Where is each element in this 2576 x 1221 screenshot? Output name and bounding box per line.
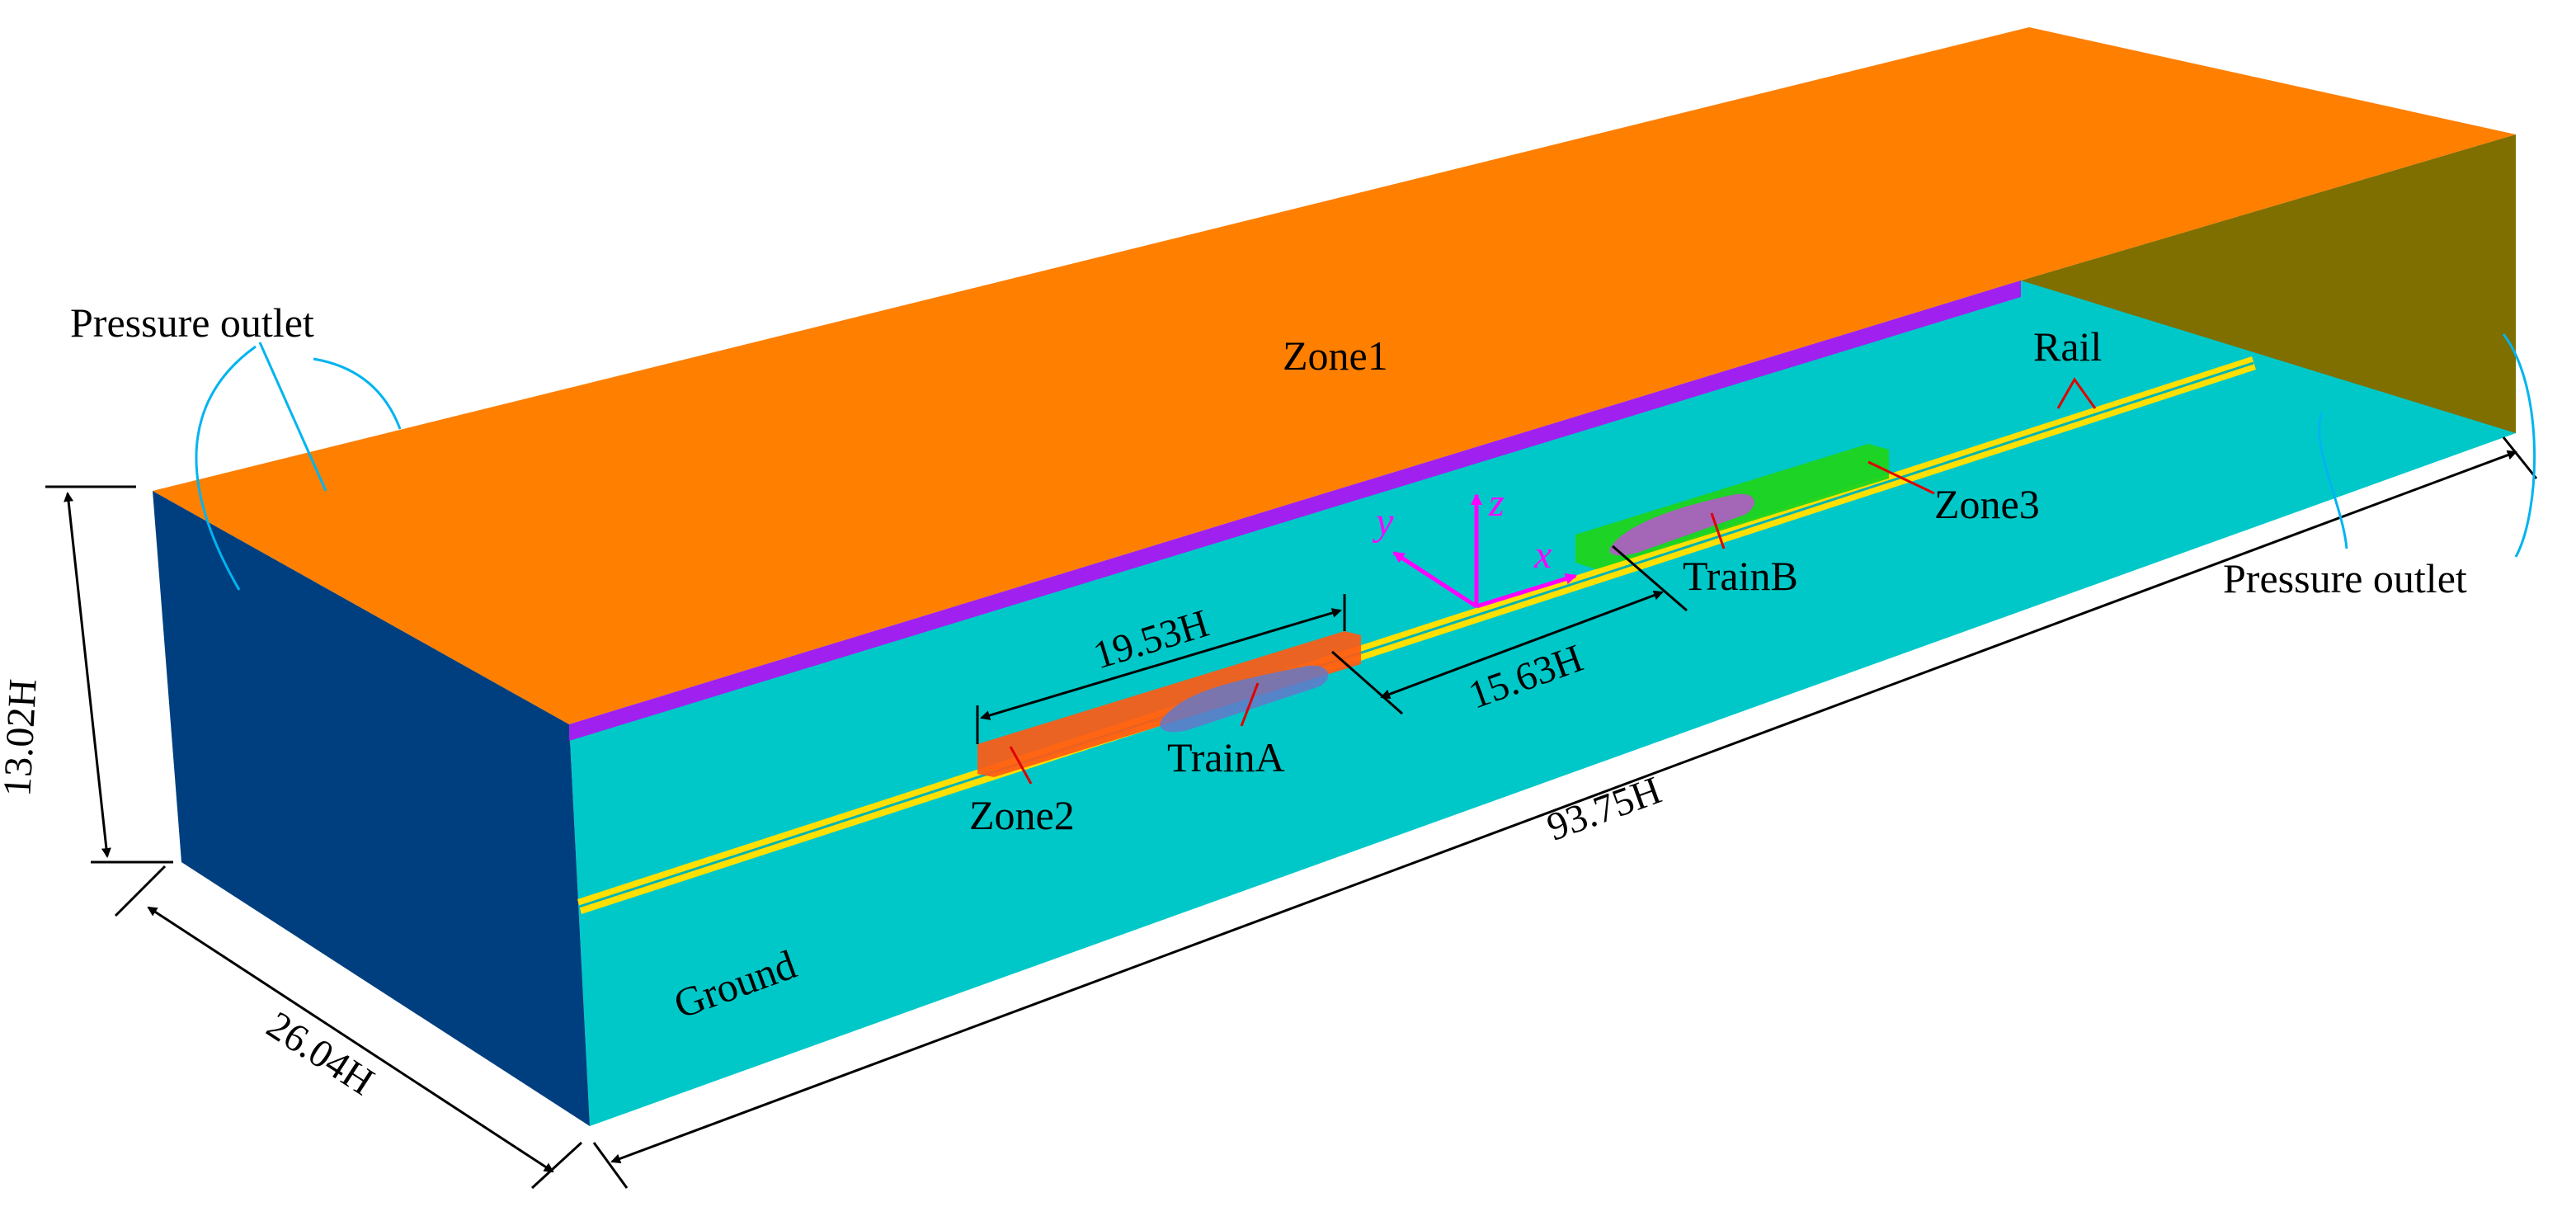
- leader-zone3: [1867, 460, 1935, 495]
- leader-pressure-outlet-left-3: [313, 357, 402, 430]
- dim-width-tick-left: [114, 865, 167, 917]
- pressure-outlet-right-label: Pressure outlet: [2223, 555, 2467, 601]
- dim-spacing-tick-right: [1612, 544, 1688, 612]
- axis-x-label: x: [1533, 533, 1552, 577]
- dim-spacing-arrow: [1380, 590, 1664, 700]
- axis-z-label: z: [1488, 481, 1505, 525]
- zone3-label: Zone3: [1934, 481, 2040, 527]
- pressure-outlet-left-label: Pressure outlet: [70, 299, 314, 346]
- leader-rail: [2056, 377, 2097, 409]
- zone1-label: Zone1: [1283, 332, 1388, 379]
- dim-width-label: 26.04H: [259, 1003, 382, 1104]
- dim-length-label: 93.75H: [1542, 768, 1667, 850]
- leader-zone2: [1009, 746, 1033, 785]
- dim-length-tick-left: [592, 1142, 629, 1189]
- leader-pressure-outlet-left-1: [195, 345, 257, 591]
- train-b-label: TrainB: [1683, 553, 1798, 599]
- dim-width-arrow: [147, 906, 554, 1173]
- leader-train-b: [1710, 512, 1726, 549]
- dim-length-tick-right: [2502, 436, 2538, 479]
- dim-zone2-arrow: [980, 608, 1342, 720]
- train-a-label: TrainA: [1167, 734, 1285, 780]
- leader-pressure-outlet-right-1: [2318, 412, 2348, 549]
- zone2-label: Zone2: [969, 792, 1075, 838]
- leader-pressure-outlet-right-2: [2502, 333, 2536, 558]
- dim-width-tick-right: [530, 1141, 583, 1190]
- dim-length-arrow: [610, 450, 2517, 1164]
- dim-height-arrow: [64, 492, 111, 858]
- leader-train-a: [1240, 682, 1260, 727]
- leader-pressure-outlet-left-2: [258, 342, 327, 492]
- rail-label: Rail: [2033, 323, 2102, 370]
- dim-height-label: 13.02H: [0, 678, 45, 798]
- axis-y-label: y: [1372, 500, 1394, 544]
- dim-spacing-tick-left: [1331, 650, 1403, 715]
